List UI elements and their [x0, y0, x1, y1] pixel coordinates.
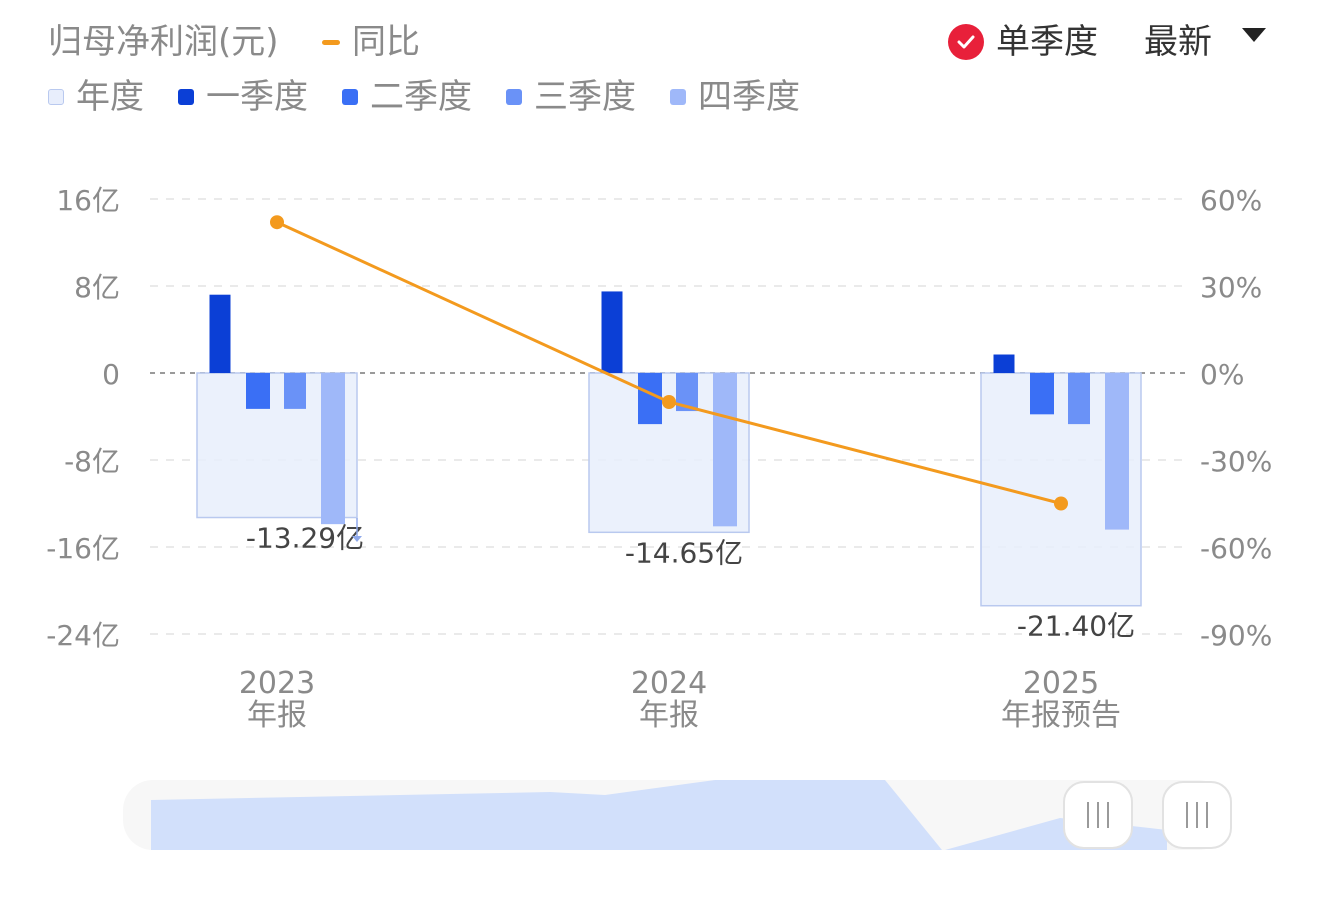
legend-swatch: [342, 89, 358, 105]
y-axis-right-tick: 0%: [1200, 358, 1244, 391]
y-axis-right-tick: 30%: [1200, 271, 1262, 304]
legend-item-annual[interactable]: 年度: [48, 77, 144, 117]
single-quarter-label: 单季度: [996, 22, 1098, 62]
annual-value-label: -14.65亿: [625, 536, 743, 569]
x-axis-tick: 年报预告: [1001, 698, 1121, 733]
x-axis-tick: 年报: [639, 698, 699, 733]
y-axis-right-tick: -30%: [1200, 445, 1272, 478]
legend-swatch: [178, 89, 194, 105]
legend-item-q3[interactable]: 三季度: [506, 77, 636, 117]
legend-item-q2[interactable]: 二季度: [342, 77, 472, 117]
legend-yoy[interactable]: 同比: [322, 22, 420, 62]
checkmark-icon: [948, 24, 984, 60]
caret-down-icon: [1242, 28, 1266, 42]
latest-label: 最新: [1144, 22, 1212, 62]
legend-label: 二季度: [370, 77, 472, 117]
y-axis-right-tick: -60%: [1200, 532, 1272, 565]
tooltip-pointer-icon: [352, 536, 362, 542]
x-axis-tick: 2023: [239, 666, 315, 701]
y-axis-left-tick: 8亿: [74, 271, 120, 304]
x-axis-tick: 2025: [1023, 666, 1099, 701]
yoy-line-swatch: [322, 39, 340, 45]
legend-label: 三季度: [534, 77, 636, 117]
x-axis-tick: 年报: [247, 698, 307, 733]
quarter-bar: [993, 354, 1015, 373]
legend-swatch: [506, 89, 522, 105]
slider-handle-left[interactable]: [1063, 781, 1133, 849]
y-axis-left-tick: -16亿: [46, 532, 120, 565]
latest-dropdown[interactable]: 最新: [1144, 22, 1266, 62]
yoy-point: [662, 395, 676, 409]
yoy-point: [1054, 496, 1068, 511]
y-axis-left-tick: -8亿: [64, 445, 120, 478]
quarter-bar: [246, 373, 270, 409]
quarter-bar: [321, 373, 345, 525]
quarter-bar: [209, 294, 231, 373]
y-axis-left-tick: -24亿: [46, 619, 120, 652]
legend-label: 一季度: [206, 77, 308, 117]
legend-item-q4[interactable]: 四季度: [670, 77, 800, 117]
chart-title: 归母净利润(元): [48, 22, 279, 62]
annual-value-label: -13.29亿: [246, 522, 364, 555]
quarter-bar: [601, 291, 623, 373]
yoy-point: [270, 215, 284, 230]
quarter-bar: [1068, 373, 1090, 425]
legend-item-q1[interactable]: 一季度: [178, 77, 308, 117]
y-axis-right-tick: 60%: [1200, 184, 1262, 217]
x-axis-tick: 2024: [631, 666, 707, 701]
legend-label: 四季度: [698, 77, 800, 117]
slider-preview-area: [151, 780, 942, 850]
legend-yoy-label: 同比: [352, 22, 420, 62]
single-quarter-toggle[interactable]: 单季度: [948, 22, 1098, 62]
quarter-bar: [713, 373, 737, 527]
slider-handle-right[interactable]: [1162, 781, 1232, 849]
quarter-bar: [284, 373, 306, 409]
y-axis-left-tick: 0: [102, 358, 120, 391]
legend: 年度 一季度 二季度 三季度 四季度: [48, 77, 834, 117]
chart-plot: 16亿 8亿 0 -8亿 -16亿 -24亿 60% 30% 0% -30% -60% -90% -13…: [46, 184, 1272, 733]
quarter-bar: [1030, 373, 1054, 415]
annual-value-label: -21.40亿: [1017, 610, 1135, 643]
y-axis-left-tick: 16亿: [56, 184, 120, 217]
legend-swatch: [48, 89, 64, 105]
legend-label: 年度: [76, 77, 144, 117]
legend-swatch: [670, 89, 686, 105]
y-axis-right-tick: -90%: [1200, 619, 1272, 652]
quarter-bar: [676, 373, 698, 412]
quarter-bar: [1105, 373, 1129, 530]
